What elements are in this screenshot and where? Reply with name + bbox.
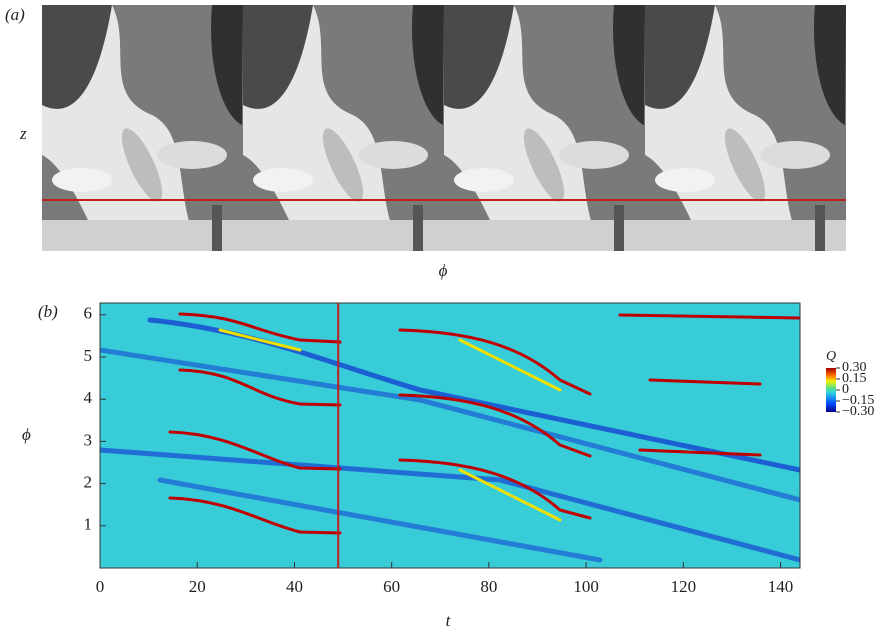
y-tick-label: 1 xyxy=(84,515,93,534)
y-tick-label: 6 xyxy=(84,304,93,323)
y-axis-label: z xyxy=(19,124,27,143)
x-axis-label: t xyxy=(446,611,452,630)
panel-label: (b) xyxy=(38,302,58,321)
colorbar-tick-label: 0.30 xyxy=(842,360,867,375)
x-axis-label: ϕ xyxy=(439,261,448,280)
x-tick-label: 80 xyxy=(480,577,497,596)
x-tick-label: 40 xyxy=(286,577,303,596)
x-tick-label: 120 xyxy=(671,577,697,596)
heatmap-field xyxy=(100,303,800,568)
colorbar-tick-label: −0.30 xyxy=(842,404,874,419)
x-tick-label: 60 xyxy=(383,577,400,596)
x-tick-label: 20 xyxy=(189,577,206,596)
x-tick-label: 140 xyxy=(768,577,794,596)
plot-frame xyxy=(99,302,801,569)
y-tick-label: 2 xyxy=(84,473,93,492)
y-axis-label: ϕ xyxy=(22,425,31,444)
colorbar xyxy=(826,368,836,412)
x-tick-label: 100 xyxy=(573,577,599,596)
colorbar-tick-label: 0 xyxy=(842,382,849,397)
y-tick-label: 3 xyxy=(84,430,93,449)
y-tick-label: 5 xyxy=(84,346,93,365)
y-tick-label: 4 xyxy=(84,388,93,407)
panel-label: (a) xyxy=(5,5,25,24)
colorbar-tick-label: −0.15 xyxy=(842,393,874,408)
colorbar-title: Q xyxy=(826,349,836,364)
x-tick-label: 0 xyxy=(96,577,105,596)
flow-render xyxy=(42,5,846,251)
colorbar-tick-label: 0.15 xyxy=(842,371,867,386)
